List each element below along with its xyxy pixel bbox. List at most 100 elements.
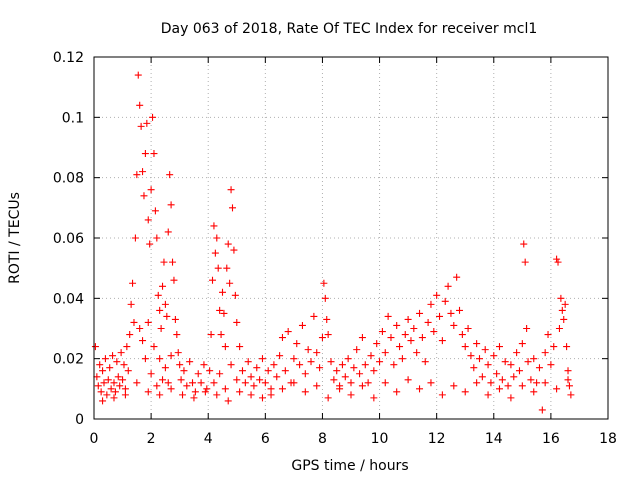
data-point [139,168,147,176]
data-point [453,273,461,281]
data-point [100,379,108,387]
data-point [133,379,141,387]
data-point [221,385,229,393]
data-point [407,337,415,345]
data-point [144,216,152,224]
data-point [281,367,289,375]
data-point [256,376,264,384]
data-point [293,340,301,348]
data-point [144,318,152,326]
data-point [513,349,521,357]
y-tick-label: 0.04 [53,291,84,307]
data-point [107,385,115,393]
data-point [231,291,239,299]
data-point [456,306,464,314]
data-point [233,376,241,384]
data-point [370,367,378,375]
data-point [564,376,572,384]
data-point [296,361,304,369]
data-point [324,331,332,339]
data-point [530,355,538,363]
data-point [99,367,107,375]
data-point [194,370,202,378]
data-point [106,364,114,372]
data-point [241,379,249,387]
data-point [304,346,312,354]
data-point [378,328,386,336]
data-point [404,315,412,323]
data-point [301,388,309,396]
data-point [233,318,241,326]
data-point [387,334,395,342]
data-point [278,385,286,393]
data-point [151,207,159,215]
data-point [156,391,164,399]
data-point [156,306,164,314]
data-point [535,364,543,372]
data-point [276,352,284,360]
data-point [438,337,446,345]
data-point [210,379,218,387]
data-point [461,343,469,351]
data-point [258,394,266,402]
data-point [450,382,458,390]
data-point [261,379,269,387]
data-point [370,394,378,402]
data-point [146,240,154,248]
data-point [154,291,162,299]
x-tick-label: 2 [147,431,156,447]
data-point [119,376,127,384]
data-point [197,379,205,387]
data-point [396,343,404,351]
data-point [544,331,552,339]
data-point [538,406,546,414]
data-point [104,376,112,384]
data-point [273,373,281,381]
data-point [550,343,558,351]
data-point [127,300,135,308]
data-point [250,382,258,390]
x-tick-labels: 0 2 4 6 8 10 12 14 16 18 [90,431,617,447]
data-point [121,391,129,399]
data-point [478,373,486,381]
data-point [404,376,412,384]
data-point [444,282,452,290]
data-point [227,186,235,194]
data-point [224,397,232,405]
data-point [338,361,346,369]
data-point [313,349,321,357]
data-point [238,367,246,375]
data-point [163,312,171,320]
data-point [350,364,358,372]
data-point [547,361,555,369]
y-tick-label: 0.08 [53,171,84,187]
data-point [221,343,229,351]
data-point [247,373,255,381]
data-point [427,379,435,387]
data-point [321,294,329,302]
data-point [131,234,139,242]
data-point [149,113,157,121]
data-point [161,364,169,372]
data-point [410,325,418,332]
data-point [290,355,298,363]
data-point [213,391,221,399]
data-point [361,361,369,369]
data-point [323,315,331,323]
data-point [510,373,518,381]
data-point [159,376,167,384]
chart-title: Day 063 of 2018, Rate Of TEC Index for r… [161,21,538,37]
y-tick-label: 0 [75,412,84,428]
data-point [173,331,181,339]
data-point [230,246,238,254]
data-point [364,379,372,387]
data-point [487,379,495,387]
data-point [310,312,318,320]
data-point [501,358,509,366]
data-point [129,279,137,287]
data-point [438,391,446,399]
data-point [167,352,175,360]
data-point [376,358,384,366]
data-point [227,361,235,369]
